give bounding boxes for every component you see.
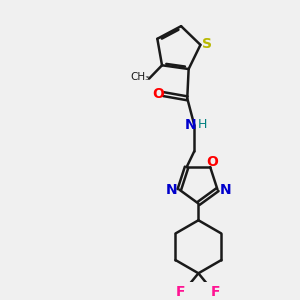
Text: N: N — [220, 183, 231, 196]
Text: N: N — [185, 118, 197, 132]
Text: N: N — [166, 183, 177, 196]
Text: O: O — [153, 87, 164, 100]
Text: CH₃: CH₃ — [130, 72, 150, 82]
Text: F: F — [211, 285, 221, 299]
Text: H: H — [198, 118, 207, 131]
Text: F: F — [176, 285, 186, 299]
Text: S: S — [202, 37, 212, 51]
Text: O: O — [206, 154, 218, 169]
